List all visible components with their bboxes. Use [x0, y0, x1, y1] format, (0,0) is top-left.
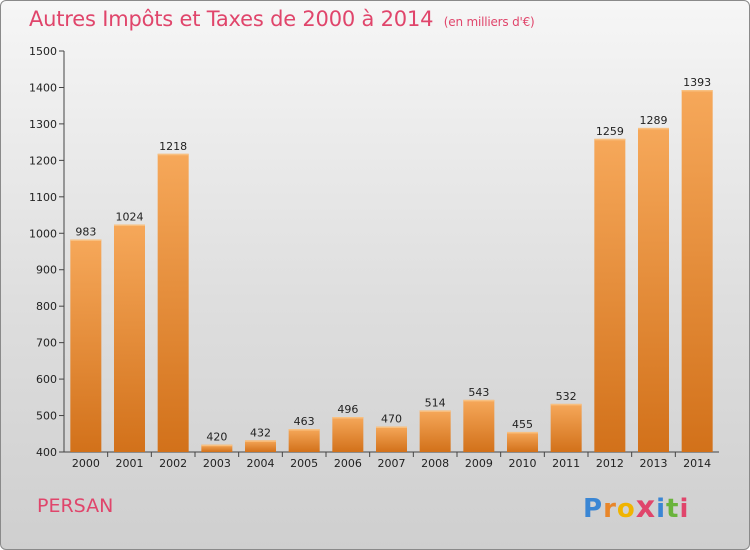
bar	[201, 444, 233, 452]
bar-top-highlight	[681, 90, 713, 92]
bar-value-label: 463	[294, 415, 315, 428]
y-tick-label: 900	[36, 264, 57, 277]
bar-top-highlight	[419, 410, 451, 412]
bar	[70, 239, 102, 452]
bar-value-label: 455	[512, 418, 533, 431]
bar-top-highlight	[594, 138, 626, 141]
bar-top-highlight	[463, 399, 495, 402]
bar	[419, 410, 451, 452]
y-tick-labels: 400 500 600 700 800 900 1000 1100 1200 1300 1400 15…	[29, 45, 57, 459]
x-tick-labels: 2000 2001 2002 2003 2004 2005 2006 2007 2008 2009…	[72, 457, 711, 470]
x-tick-label: 2010	[509, 457, 537, 470]
bar	[463, 399, 495, 452]
bar	[376, 426, 407, 452]
bar-top-highlight	[70, 239, 102, 241]
y-tick-label: 1000	[29, 227, 57, 240]
bar-top-highlight	[550, 403, 582, 406]
x-tick-label: 2011	[552, 457, 580, 470]
bar	[638, 127, 669, 452]
y-tick-label: 1200	[29, 154, 57, 167]
bar-value-label: 1393	[683, 76, 711, 89]
y-tick-label: 1100	[29, 191, 57, 204]
y-tick-label: 1500	[29, 45, 57, 58]
bar-top-highlight	[114, 224, 145, 227]
logo-letter: x	[635, 490, 657, 525]
chart-subtitle: (en milliers d'€)	[443, 15, 535, 29]
x-tick-label: 2007	[378, 457, 406, 470]
logo-letter: P	[583, 494, 604, 524]
x-tick-label: 2003	[203, 457, 231, 470]
x-tick-label: 2005	[290, 457, 318, 470]
logo-letter: i	[656, 494, 667, 524]
bar-value-label: 420	[206, 431, 227, 444]
bar-value-label: 1024	[116, 211, 144, 224]
logo-letter: i	[679, 494, 690, 524]
bar	[507, 431, 538, 452]
chart-title: Autres Impôts et Taxes de 2000 à 2014 (e…	[29, 7, 535, 31]
bar-top-highlight	[245, 440, 276, 442]
x-tick-label: 2000	[72, 457, 100, 470]
bar-top-highlight	[201, 444, 233, 447]
y-tick-label: 800	[36, 300, 57, 313]
bar-value-label: 470	[381, 412, 402, 425]
bars	[70, 90, 713, 453]
y-tick-label: 600	[36, 373, 57, 386]
bar-top-highlight	[507, 431, 538, 434]
chart-title-text: Autres Impôts et Taxes de 2000 à 2014	[29, 7, 434, 31]
bar-value-label: 983	[75, 225, 96, 238]
x-tick-label: 2014	[683, 457, 711, 470]
x-tick-label: 2013	[640, 457, 668, 470]
bar-value-label: 1289	[640, 114, 668, 127]
x-tick-label: 2009	[465, 457, 493, 470]
logo-letter: t	[666, 494, 680, 524]
bar-top-highlight	[288, 429, 320, 431]
bar-value-label: 496	[337, 403, 358, 416]
bar-value-label: 543	[468, 386, 489, 399]
bar-value-label: 1218	[159, 140, 187, 153]
x-tick-label: 2012	[596, 457, 624, 470]
logo-letter: o	[616, 494, 636, 524]
bar	[681, 90, 713, 453]
bar-top-highlight	[332, 417, 364, 419]
bar-top-highlight	[376, 426, 407, 428]
bar	[245, 440, 276, 452]
x-tick-label: 2008	[421, 457, 449, 470]
x-tick-label: 2001	[116, 457, 144, 470]
value-labels: 983 1024 1218 420 432 463 496 470 514 543 455 532 12…	[75, 76, 711, 444]
bar-value-label: 514	[425, 396, 446, 409]
y-tick-label: 700	[36, 337, 57, 350]
bar-value-label: 432	[250, 426, 271, 439]
bar	[288, 429, 320, 452]
proxiti-logo: Proxiti	[583, 490, 689, 525]
bar	[114, 224, 145, 452]
bar-value-label: 1259	[596, 125, 624, 138]
logo-letter: r	[603, 494, 617, 524]
bar-value-label: 532	[556, 390, 577, 403]
y-tick-label: 400	[36, 446, 57, 459]
bar	[594, 138, 626, 452]
y-tick-label: 1300	[29, 118, 57, 131]
bar	[332, 417, 364, 452]
bar-top-highlight	[638, 127, 669, 130]
x-tick-label: 2002	[159, 457, 187, 470]
x-tick-label: 2004	[247, 457, 275, 470]
bar-top-highlight	[157, 153, 189, 156]
x-tick-label: 2006	[334, 457, 362, 470]
bar	[157, 153, 189, 452]
city-name: PERSAN	[37, 495, 114, 517]
y-tick-label: 1400	[29, 81, 57, 94]
bar	[550, 403, 582, 452]
y-tick-label: 500	[36, 410, 57, 423]
